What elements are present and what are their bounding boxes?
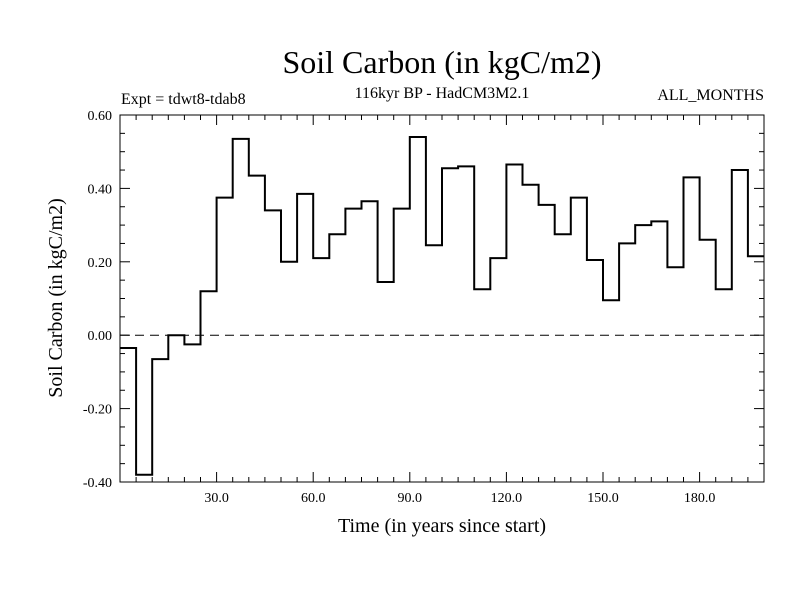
chart-subtitle: 116kyr BP - HadCM3M2.1 — [355, 85, 530, 102]
x-tick-label: 180.0 — [684, 491, 716, 506]
x-tick-label: 120.0 — [491, 491, 523, 506]
experiment-label: Expt = tdwt8-tdab8 — [121, 91, 246, 108]
y-tick-label: -0.40 — [83, 476, 112, 491]
y-tick-label: -0.20 — [83, 403, 112, 418]
y-tick-label: 0.60 — [88, 109, 113, 124]
x-axis-label: Time (in years since start) — [338, 515, 546, 537]
y-axis-label: Soil Carbon (in kgC/m2) — [45, 198, 67, 397]
tick-labels: 30.0 60.0 90.0 120.0 150.0 180.0 -0.40 -0.20 0.0… — [83, 109, 716, 506]
chart-title: Soil Carbon (in kgC/m2) — [282, 44, 601, 80]
soil-carbon-step-line — [120, 136, 764, 476]
y-tick-label: 0.40 — [88, 182, 113, 197]
x-tick-label: 150.0 — [587, 491, 619, 506]
y-tick-label: 0.00 — [88, 329, 113, 344]
y-tick-label: 0.20 — [88, 256, 113, 271]
x-tick-label: 60.0 — [301, 491, 326, 506]
x-tick-label: 90.0 — [398, 491, 423, 506]
x-tick-label: 30.0 — [204, 491, 229, 506]
months-label: ALL_MONTHS — [657, 87, 764, 104]
